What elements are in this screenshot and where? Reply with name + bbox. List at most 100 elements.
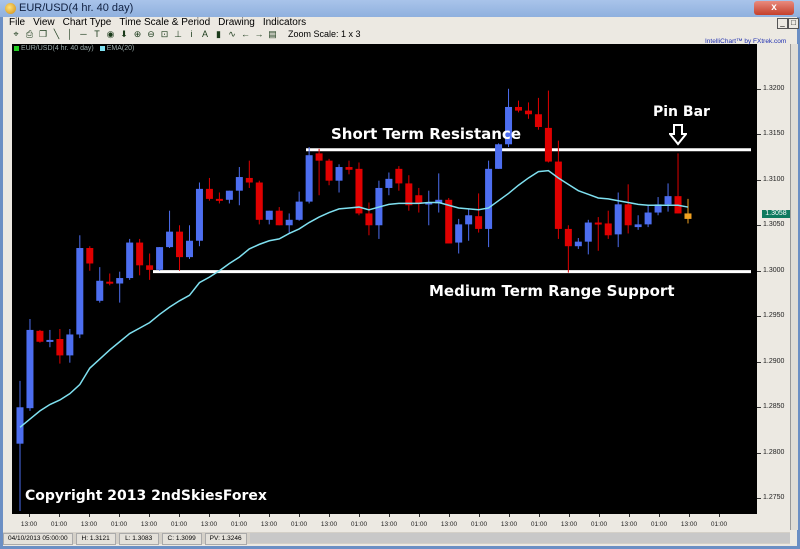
candle-body — [475, 216, 483, 229]
x-tick — [29, 514, 30, 517]
down-arrow-icon[interactable]: ⬇ — [120, 29, 128, 39]
info-icon[interactable]: i — [190, 29, 193, 39]
candle-body — [146, 265, 154, 270]
candle-body — [295, 201, 303, 220]
candle-body — [215, 198, 223, 201]
x-tick — [539, 514, 540, 517]
price-axis — [757, 44, 790, 530]
toolbar: Zoom Scale: 1 x 3 ⌖ ⎙ ❐ ╲ │ ─ T ◉ ⬇ ⊕ ⊖ ⊡ ⊥ i A ▮ ∿ ← → ▤ — [3, 29, 797, 42]
candle-body — [355, 168, 363, 214]
x-tick-label: 13:00 — [20, 521, 38, 528]
candle-body — [176, 231, 184, 258]
zoom-in-icon[interactable]: ⊕ — [133, 29, 142, 39]
x-tick-label: 13:00 — [320, 521, 338, 528]
time-axis — [12, 514, 757, 530]
left-arrow-icon[interactable]: ← — [241, 29, 250, 39]
crosshair-icon[interactable]: ⌖ — [13, 29, 19, 39]
diagonal-line-icon[interactable]: ╲ — [53, 29, 60, 39]
candle-body — [76, 248, 84, 335]
fit-icon[interactable]: ⊡ — [160, 29, 169, 39]
status-low: L: 1.3083 — [118, 533, 159, 545]
title-bar: EUR/USD(4 hr. 40 day) x — [0, 0, 800, 17]
credit-link[interactable]: IntelliChart™ by FXtrek.com — [705, 38, 787, 45]
maximize-chart-button[interactable]: □ — [788, 18, 799, 29]
candle-body — [644, 212, 652, 225]
candle-body — [275, 210, 283, 226]
candle-body — [126, 242, 134, 279]
menu-file[interactable]: File — [9, 17, 26, 28]
x-tick — [389, 514, 390, 517]
candle-body — [315, 153, 323, 161]
candle-body — [604, 223, 612, 236]
status-bar: 04/10/2013 05:00:00 H: 1.3121 L: 1.3083 … — [3, 532, 790, 545]
x-tick — [179, 514, 180, 517]
y-tick — [757, 452, 761, 454]
text-icon[interactable]: T — [94, 29, 100, 39]
x-tick — [719, 514, 720, 517]
menu-bar: File View Chart Type Time Scale & Period… — [3, 17, 799, 29]
candle-body — [584, 222, 592, 242]
candle-body — [515, 106, 522, 111]
y-tick — [757, 225, 761, 227]
y-tick-label: 1.2950 — [763, 312, 785, 320]
x-tick-label: 01:00 — [470, 521, 488, 528]
font-icon[interactable]: A — [201, 29, 208, 39]
candle-body — [425, 202, 433, 205]
down-arrow-icon — [669, 124, 687, 146]
candle-body — [255, 182, 263, 220]
candle-body — [56, 339, 64, 356]
right-arrow-icon[interactable]: → — [254, 29, 264, 39]
menu-drawing[interactable]: Drawing — [218, 17, 255, 28]
y-tick-label: 1.3150 — [763, 130, 785, 138]
vertical-scrollbar[interactable] — [790, 44, 798, 530]
menu-list: File View Chart Type Time Scale & Period… — [9, 17, 306, 29]
candle-body — [365, 213, 373, 226]
circle-icon[interactable]: ◉ — [106, 29, 115, 39]
x-tick-label: 13:00 — [500, 521, 518, 528]
x-tick — [659, 514, 660, 517]
x-tick — [119, 514, 120, 517]
vertical-line-icon[interactable]: │ — [67, 29, 73, 39]
x-tick — [149, 514, 150, 517]
x-tick-label: 01:00 — [650, 521, 668, 528]
candle-body — [614, 204, 622, 235]
menu-time-scale[interactable]: Time Scale & Period — [119, 17, 211, 28]
candle-body — [335, 167, 343, 181]
copy-icon[interactable]: ❐ — [38, 29, 48, 39]
support-label: Medium Term Range Support — [429, 282, 675, 300]
bar-chart-icon[interactable]: ▮ — [216, 29, 221, 39]
candle-body — [26, 329, 34, 409]
menu-indicators[interactable]: Indicators — [262, 17, 307, 28]
x-tick-label: 13:00 — [620, 521, 638, 528]
y-tick-label: 1.3000 — [763, 266, 785, 274]
indicator-icon[interactable]: ∿ — [228, 29, 236, 39]
minimize-chart-button[interactable]: _ — [777, 18, 788, 29]
x-tick — [629, 514, 630, 517]
status-high: H: 1.3121 — [75, 533, 116, 545]
menu-view[interactable]: View — [33, 17, 55, 28]
bottom-icon[interactable]: ⊥ — [174, 29, 182, 39]
menu-chart-type[interactable]: Chart Type — [62, 17, 112, 28]
y-tick-label: 1.2750 — [763, 494, 785, 502]
y-tick — [757, 270, 761, 272]
candle-body — [225, 190, 233, 200]
candle-body — [285, 219, 293, 226]
x-tick-label: 01:00 — [230, 521, 248, 528]
legend-swatch-price — [14, 45, 19, 51]
x-tick — [509, 514, 510, 517]
chart-plot-area[interactable] — [12, 44, 757, 514]
x-tick-label: 01:00 — [530, 521, 548, 528]
x-tick-label: 01:00 — [350, 521, 368, 528]
horizontal-line-icon[interactable]: ─ — [80, 29, 87, 39]
candle-body — [245, 177, 253, 183]
status-datetime: 04/10/2013 05:00:00 — [3, 533, 73, 545]
close-button[interactable]: x — [754, 1, 794, 15]
flag-icon[interactable]: ▤ — [268, 29, 277, 39]
candle-body — [265, 210, 273, 220]
candle-body — [415, 195, 423, 204]
printer-icon[interactable]: ⎙ — [25, 29, 34, 39]
zoom-out-icon[interactable]: ⊖ — [147, 29, 155, 39]
candle-body — [16, 407, 24, 444]
x-tick-label: 13:00 — [380, 521, 398, 528]
horizontal-scrollbar[interactable] — [249, 533, 790, 543]
